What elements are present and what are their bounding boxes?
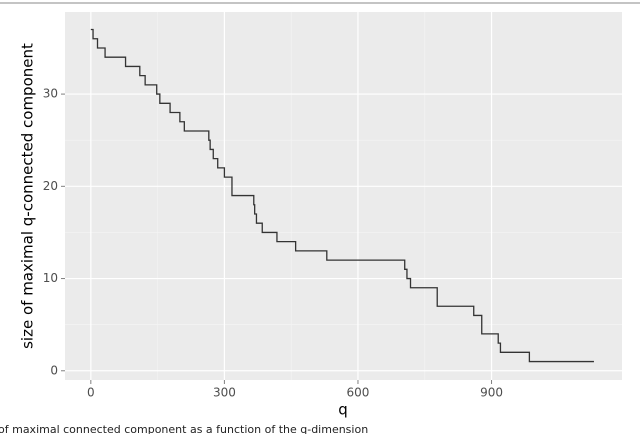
y-tick-label: 0 [50, 363, 58, 377]
x-tick-label: 900 [480, 386, 503, 400]
x-tick-label: 300 [213, 386, 236, 400]
y-axis-title: size of maximal q-connected component [19, 43, 37, 349]
caption: of maximal connected component as a func… [0, 423, 368, 434]
step-line [90, 28, 594, 363]
x-tick-label: 0 [87, 386, 95, 400]
y-tick-label: 30 [43, 87, 58, 101]
x-axis-title: q [338, 401, 348, 419]
y-tick-label: 20 [43, 179, 58, 193]
x-tick-label: 600 [347, 386, 370, 400]
y-tick-label: 10 [43, 271, 58, 285]
